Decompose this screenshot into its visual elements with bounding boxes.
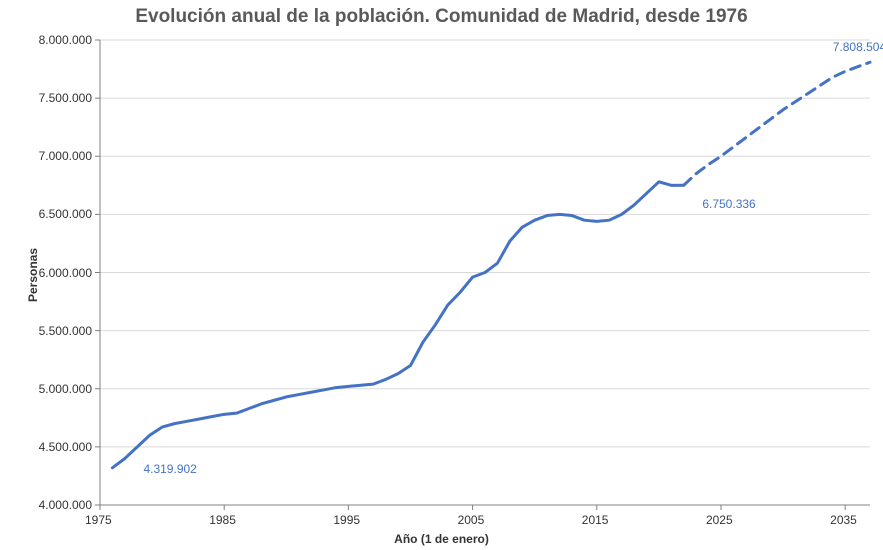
x-tick-label: 2005 [458, 513, 485, 527]
y-tick-label: 6.500.000 [39, 207, 92, 221]
data-annotation: 6.750.336 [702, 197, 755, 211]
series-historical [112, 182, 683, 468]
y-tick-label: 4.000.000 [39, 498, 92, 512]
x-tick-label: 2015 [582, 513, 609, 527]
x-tick-label: 2035 [830, 513, 857, 527]
y-tick-label: 5.000.000 [39, 382, 92, 396]
series-projection [684, 62, 870, 185]
y-tick-label: 7.000.000 [39, 149, 92, 163]
x-tick-label: 1985 [209, 513, 236, 527]
x-tick-label: 1975 [85, 513, 112, 527]
y-tick-label: 8.000.000 [39, 33, 92, 47]
chart-container: Evolución anual de la población. Comunid… [0, 0, 883, 550]
y-tick-label: 7.500.000 [39, 91, 92, 105]
y-tick-label: 4.500.000 [39, 440, 92, 454]
y-tick-label: 6.000.000 [39, 266, 92, 280]
y-tick-label: 5.500.000 [39, 324, 92, 338]
data-annotation: 4.319.902 [143, 462, 196, 476]
data-annotation: 7.808.504 [833, 40, 883, 54]
x-tick-label: 2025 [706, 513, 733, 527]
x-tick-label: 1995 [333, 513, 360, 527]
chart-svg [0, 0, 883, 550]
